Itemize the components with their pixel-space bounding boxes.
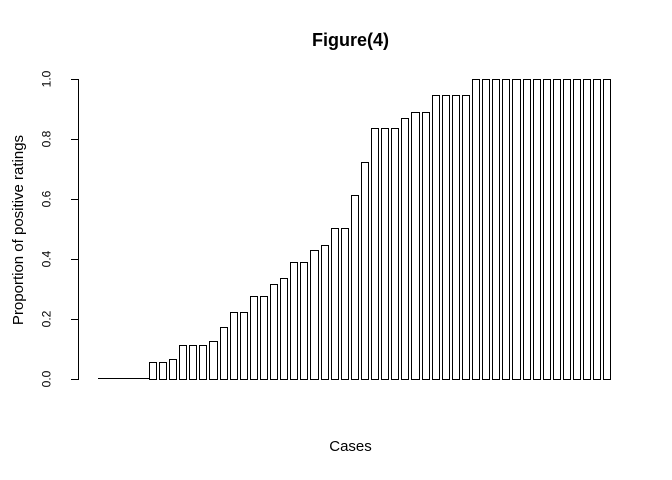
y-axis-line [78, 79, 79, 380]
y-tick-mark [71, 379, 78, 380]
bar [472, 79, 481, 380]
bar [108, 378, 119, 379]
bar [199, 345, 208, 380]
bar [158, 362, 168, 380]
bar [573, 79, 582, 380]
bar [401, 118, 410, 380]
bar [552, 79, 561, 380]
bar [290, 262, 299, 380]
bar [138, 378, 150, 379]
bar [320, 245, 329, 380]
bar [169, 359, 178, 380]
bar [300, 262, 309, 380]
bar [148, 362, 157, 380]
bar [583, 79, 592, 380]
x-axis-label: Cases [329, 438, 372, 455]
bar [98, 378, 109, 379]
bar [209, 341, 218, 380]
bar [128, 378, 139, 379]
bar [441, 95, 450, 380]
y-tick-mark [71, 259, 78, 260]
bar [451, 95, 460, 380]
bar [482, 79, 491, 380]
bar [542, 79, 551, 380]
bar [431, 95, 440, 380]
bar [219, 327, 228, 380]
bar [249, 296, 258, 380]
bar [179, 345, 188, 380]
y-tick-mark [71, 319, 78, 320]
bar [593, 79, 602, 380]
y-tick-mark [71, 199, 78, 200]
bar [603, 79, 612, 380]
bar [259, 296, 269, 380]
bar [189, 345, 198, 380]
bar [461, 95, 471, 380]
bar [280, 278, 289, 380]
bar [340, 228, 349, 380]
bar [411, 112, 420, 380]
bar [512, 79, 521, 380]
bar [391, 128, 400, 380]
bar [381, 128, 390, 380]
bar [532, 79, 541, 380]
bar [350, 195, 359, 380]
bar [492, 79, 501, 380]
bar [330, 228, 339, 380]
bar [239, 312, 248, 380]
y-tick-mark [71, 79, 78, 80]
bar [360, 162, 370, 380]
chart-title: Figure(4) [311, 30, 389, 50]
bar [371, 128, 380, 380]
bar [421, 112, 430, 380]
bar [310, 250, 319, 380]
bar [522, 79, 531, 380]
y-tick-mark [71, 139, 78, 140]
bar [562, 79, 572, 380]
bar [118, 378, 129, 379]
bar [502, 79, 511, 380]
bar [270, 284, 279, 380]
bar [229, 312, 238, 380]
